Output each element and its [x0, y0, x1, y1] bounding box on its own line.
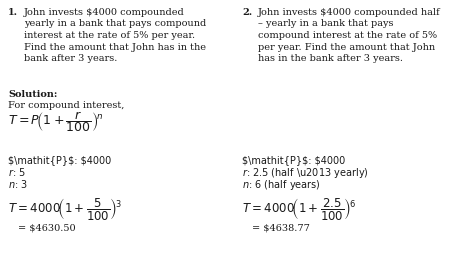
Text: per year. Find the amount that John: per year. Find the amount that John	[258, 42, 435, 51]
Text: Find the amount that John has in the: Find the amount that John has in the	[24, 42, 206, 51]
Text: bank after 3 years.: bank after 3 years.	[24, 54, 118, 63]
Text: 1.: 1.	[8, 8, 18, 17]
Text: Solution:: Solution:	[8, 90, 57, 99]
Text: $T = P\!\left(1+\dfrac{r}{100}\right)^{\!n}$: $T = P\!\left(1+\dfrac{r}{100}\right)^{\…	[8, 110, 103, 134]
Text: 2.: 2.	[242, 8, 252, 17]
Text: $T = 4000\!\left(1+\dfrac{5}{100}\right)^{\!3}$: $T = 4000\!\left(1+\dfrac{5}{100}\right)…	[8, 196, 122, 221]
Text: $\mathit{P}$: $4000: $\mathit{P}$: $4000	[8, 155, 111, 165]
Text: $\mathit{r}$: 5: $\mathit{r}$: 5	[8, 166, 26, 178]
Text: compound interest at the rate of 5%: compound interest at the rate of 5%	[258, 31, 437, 40]
Text: – yearly in a bank that pays: – yearly in a bank that pays	[258, 20, 393, 29]
Text: For compound interest,: For compound interest,	[8, 101, 124, 110]
Text: $\mathit{n}$: 3: $\mathit{n}$: 3	[8, 178, 28, 190]
Text: $\mathit{P}$: $4000: $\mathit{P}$: $4000	[242, 155, 345, 165]
Text: has in the bank after 3 years.: has in the bank after 3 years.	[258, 54, 403, 63]
Text: John invests $4000 compounded half: John invests $4000 compounded half	[258, 8, 441, 17]
Text: yearly in a bank that pays compound: yearly in a bank that pays compound	[24, 20, 206, 29]
Text: interest at the rate of 5% per year.: interest at the rate of 5% per year.	[24, 31, 195, 40]
Text: = $4638.77: = $4638.77	[252, 224, 310, 233]
Text: = $4630.50: = $4630.50	[18, 224, 76, 233]
Text: $\mathit{r}$: 2.5 (half \u2013 yearly): $\mathit{r}$: 2.5 (half \u2013 yearly)	[242, 166, 369, 181]
Text: John invests $4000 compounded: John invests $4000 compounded	[24, 8, 185, 17]
Text: $\mathit{n}$: 6 (half years): $\mathit{n}$: 6 (half years)	[242, 178, 321, 192]
Text: $T = 4000\!\left(1+\dfrac{2.5}{100}\right)^{\!6}$: $T = 4000\!\left(1+\dfrac{2.5}{100}\righ…	[242, 196, 356, 221]
